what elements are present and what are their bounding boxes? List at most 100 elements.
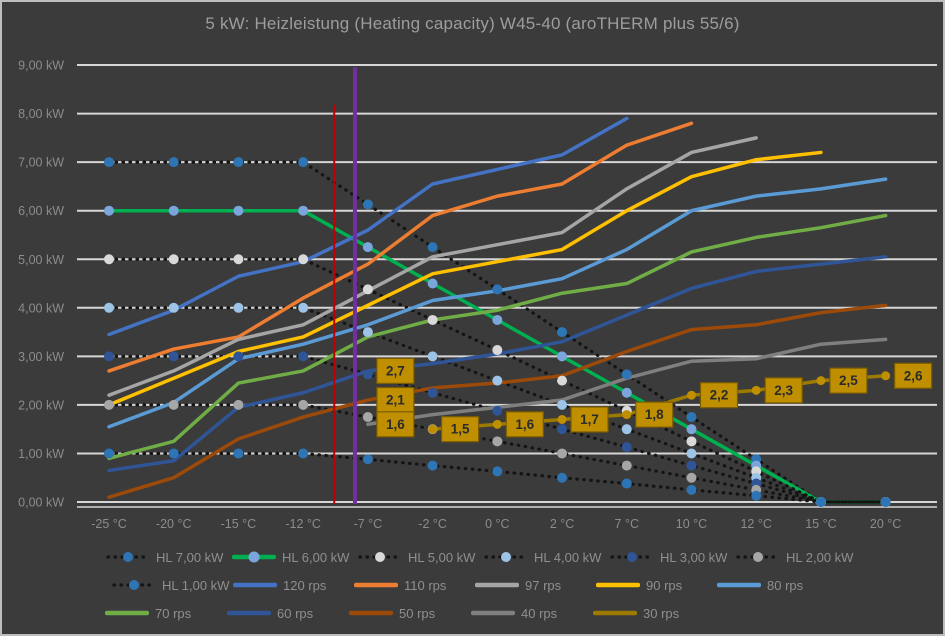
marker-hl-6-00-kw-0-c [492, 314, 503, 325]
data-label-30-rps-15-c: 2,5 [839, 373, 858, 388]
data-label-40-rps-7-c: 1,6 [386, 417, 405, 432]
legend-item-hl-2-00-kw: HL 2,00 kW [736, 550, 862, 565]
marker-hl-5-00-kw-10-c [686, 436, 697, 447]
marker-hl-1-00-kw-20-c [880, 497, 891, 507]
marker-hl-2-00-kw-7-c [362, 412, 373, 423]
chart-title: 5 kW: Heizleistung (Heating capacity) W4… [205, 14, 740, 33]
x-tick-20-c: -20 °C [156, 517, 192, 531]
data-label-30-rps-2-c: 1,5 [451, 422, 470, 437]
series-line-97-rps [107, 136, 758, 397]
marker-hl-7-00-kw-7-c [362, 199, 373, 210]
series-line-90-rps [107, 150, 823, 407]
series-line-120-rps [107, 116, 629, 337]
marker-hl-4-00-kw-2-c [557, 399, 568, 410]
marker-hl-2-00-kw-12-c [298, 399, 309, 410]
data-label-box-30-rps-7-c [635, 401, 674, 428]
marker-hl-4-00-kw-10-c [686, 448, 697, 459]
legend-row-1: HL 7,00 kW HL 6,00 kW HL 5,00 kW HL 4,00 kW… [106, 548, 862, 566]
marker-hl-1-00-kw-2-c [557, 472, 568, 483]
legend-swatch-80-rps-icon [717, 582, 761, 588]
marker-hl-4-00-kw-7-c [621, 424, 632, 435]
y-tick-4-00-kw: 4,00 kW [18, 301, 64, 315]
marker-hl-5-00-kw-20-c [168, 254, 179, 265]
y-tick-8-00-kw: 8,00 kW [18, 107, 64, 121]
x-tick-2-c: -2 °C [418, 517, 447, 531]
marker-hl-1-00-kw-15-c [233, 448, 244, 459]
legend-item-hl-7-00-kw: HL 7,00 kW [106, 550, 232, 565]
legend-item-hl-3-00-kw: HL 3,00 kW [610, 550, 736, 565]
chart-plot-area: 9,00 kW 8,00 kW 7,00 kW 6,00 kW 5,00 kW 4,00 … [18, 59, 937, 531]
data-label-box-50-rps-7-c [376, 386, 415, 414]
legend-label-97-rps: 97 rps [525, 577, 562, 593]
legend-label-hl-6-00-kw: HL 6,00 kW [282, 549, 350, 565]
legend-item-hl-1-00-kw: HL 1,00 kW [112, 578, 233, 593]
data-label-box-40-rps-7-c [376, 411, 415, 438]
marker-hl-7-00-kw-10-c [686, 412, 697, 423]
x-tick-7-c: -7 °C [354, 517, 383, 531]
marker-30-rps-7-c [622, 410, 632, 420]
marker-hl-7-00-kw-0-c [492, 284, 503, 295]
y-tick-9-00-kw: 9,00 kW [18, 59, 64, 73]
marker-hl-2-00-kw-2-c [557, 448, 568, 459]
legend-swatch-hl-4-00-kw-icon [484, 552, 528, 562]
marker-hl-2-00-kw-0-c [492, 436, 503, 447]
marker-hl-3-00-kw-7-c [621, 442, 632, 453]
legend-label-90-rps: 90 rps [646, 577, 683, 593]
marker-hl-5-00-kw-7-c [362, 284, 373, 295]
legend-swatch-hl-5-00-kw-icon [358, 552, 402, 562]
marker-hl-3-00-kw-0-c [492, 405, 503, 416]
data-label-30-rps-20-c: 2,6 [904, 368, 923, 383]
data-label-60-rps-7-c: 2,7 [386, 363, 405, 378]
marker-hl-3-00-kw-20-c [168, 351, 179, 362]
data-label-box-30-rps-2-c [570, 406, 609, 433]
marker-hl-6-00-kw-2-c [427, 278, 438, 289]
legend-label-hl-1-00-kw: HL 1,00 kW [162, 577, 230, 593]
legend-swatch-90-rps-icon [596, 582, 640, 588]
legend-label-50-rps: 50 rps [399, 605, 436, 621]
legend-row-3: 70 rps 60 rps 50 rps 40 rps 30 rps [105, 604, 715, 622]
legend-swatch-50-rps-icon [349, 610, 393, 616]
legend-swatch-30-rps-icon [593, 610, 637, 616]
marker-30-rps-20-c [881, 371, 891, 381]
marker-hl-1-00-kw-25-c [104, 448, 114, 459]
legend-swatch-40-rps-icon [471, 610, 515, 616]
marker-hl-3-00-kw-10-c [686, 460, 697, 471]
marker-30-rps-12-c [751, 385, 761, 395]
series-line-110-rps [107, 121, 694, 373]
marker-hl-6-00-kw-7-c [621, 387, 632, 398]
marker-hl-6-00-kw-10-c [686, 424, 697, 435]
legend-label-70-rps: 70 rps [155, 605, 192, 621]
data-label-box-30-rps-10-c [699, 382, 739, 409]
legend-label-80-rps: 80 rps [767, 577, 804, 593]
marker-hl-1-00-kw-2-c [427, 460, 438, 471]
marker-hl-7-00-kw-2-c [557, 327, 568, 338]
data-label-30-rps-0-c: 1,6 [515, 417, 534, 432]
marker-hl-3-00-kw-25-c [104, 351, 114, 362]
marker-30-rps-0-c [492, 419, 502, 429]
data-label-30-rps-2-c: 1,7 [580, 412, 599, 427]
marker-hl-1-00-kw-12-c [298, 448, 309, 459]
legend-label-hl-4-00-kw: HL 4,00 kW [534, 549, 602, 565]
legend-label-40-rps: 40 rps [521, 605, 558, 621]
legend-swatch-hl-1-00-kw-icon [112, 580, 156, 590]
marker-hl-4-00-kw-0-c [492, 375, 503, 386]
series-line-hl-7-00-kw [107, 160, 888, 504]
marker-hl-7-00-kw-7-c [621, 369, 632, 380]
legend-swatch-hl-7-00-kw-icon [106, 552, 150, 562]
marker-hl-5-00-kw-25-c [104, 254, 114, 265]
data-label-30-rps-10-c: 2,2 [710, 388, 729, 403]
legend-item-80-rps: 80 rps [717, 578, 838, 593]
marker-hl-1-00-kw-15-c [815, 497, 826, 507]
marker-hl-6-00-kw-2-c [557, 351, 568, 362]
marker-hl-6-00-kw-15-c [233, 205, 244, 216]
marker-hl-1-00-kw-10-c [686, 484, 697, 495]
marker-hl-6-00-kw-7-c [362, 242, 373, 253]
marker-hl-6-00-kw-12-c [298, 205, 309, 216]
legend-label-110-rps: 110 rps [404, 577, 447, 593]
marker-30-rps-15-c [816, 376, 826, 386]
marker-hl-2-00-kw-10-c [686, 472, 697, 483]
data-label-box-60-rps-7-c [376, 357, 415, 385]
data-label-30-rps-12-c: 2,3 [774, 383, 793, 398]
marker-hl-7-00-kw-2-c [427, 242, 438, 253]
data-label-box-30-rps-12-c [764, 377, 803, 404]
